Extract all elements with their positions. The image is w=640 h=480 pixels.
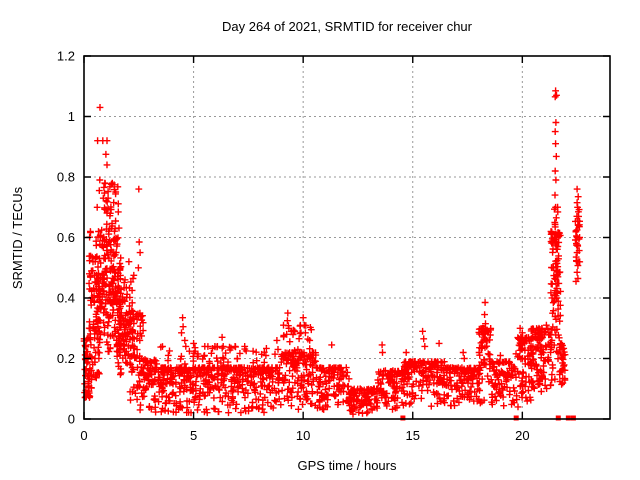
x-axis-label: GPS time / hours	[298, 458, 397, 473]
y-tick-label: 1	[68, 109, 75, 124]
scatter-points	[80, 87, 584, 421]
x-tick-label: 5	[190, 428, 197, 443]
grid-lines	[84, 56, 610, 419]
x-tick-label: 10	[296, 428, 310, 443]
zero-value-square-marker	[570, 415, 576, 421]
y-tick-label: 0	[68, 412, 75, 427]
y-tick-label: 0.4	[57, 291, 75, 306]
y-tick-label: 0.2	[57, 351, 75, 366]
axis-tick-marks	[83, 55, 610, 420]
y-tick-label: 0.6	[57, 230, 75, 245]
y-tick-label: 1.2	[57, 49, 75, 64]
zero-value-square-marker	[555, 415, 561, 421]
y-axis-label: SRMTID / TECUs	[10, 186, 25, 289]
y-tick-label: 0.8	[57, 170, 75, 185]
chart-title: Day 264 of 2021, SRMTID for receiver chu…	[222, 19, 473, 34]
x-tick-label: 15	[406, 428, 420, 443]
plot-area	[83, 55, 611, 420]
zero-value-square-marker	[565, 415, 571, 421]
zero-value-square-marker	[400, 415, 406, 421]
grid-path	[84, 56, 610, 419]
x-tick-label: 20	[515, 428, 529, 443]
zero-value-square-marker	[513, 415, 519, 421]
tick-labels: 0 5 10 15 20 0 0.2 0.4 0.6 0.8 1 1.2	[57, 49, 530, 444]
data-point-markers	[80, 87, 584, 418]
x-tick-label: 0	[80, 428, 87, 443]
